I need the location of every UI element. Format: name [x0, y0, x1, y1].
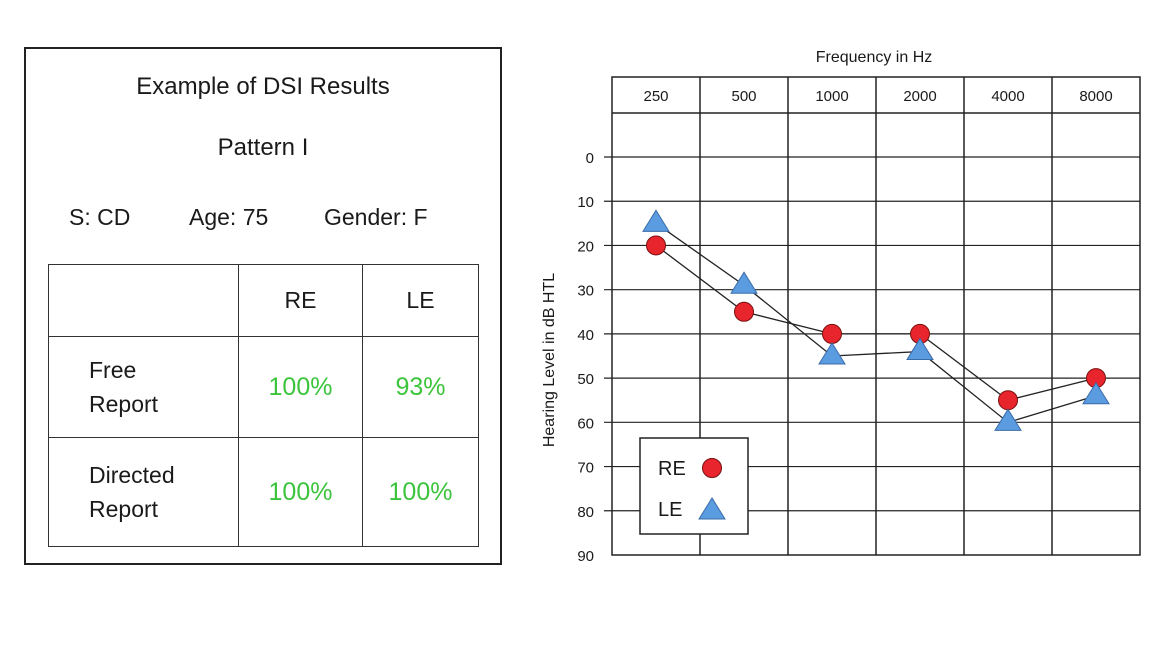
data-point-re [646, 235, 666, 256]
pattern-label: Pattern I [217, 134, 309, 161]
legend: RE LE [639, 437, 749, 535]
x-tick-label: 4000 [991, 88, 1024, 105]
data-point-le [906, 337, 934, 361]
row-label-line: Report [89, 496, 159, 522]
y-tick-label: 10 [577, 194, 594, 211]
legend-label-re: RE [658, 458, 686, 480]
row-label-line: Report [89, 391, 159, 417]
row-label-line: Directed [89, 462, 175, 488]
row-label-free-report: Free Report [48, 336, 239, 438]
age-label: Age: 75 [189, 204, 269, 230]
y-tick-label: 50 [577, 371, 594, 388]
y-tick-label: 70 [577, 460, 594, 477]
tick-labels: 0 10 20 30 40 50 60 70 80 90 250 500 1000 2000 4000 800… [577, 88, 1112, 565]
x-tick-label: 8000 [1079, 88, 1112, 105]
subject-label: S: CD [69, 204, 131, 230]
data-point-le [1082, 381, 1110, 405]
x-axis-title: Frequency in Hz [816, 49, 933, 66]
table-row: Directed Report 100% 100% [48, 437, 479, 547]
directed-report-re-value: 100% [238, 437, 363, 547]
results-table: RE LE Free Report 100% 93% Directed Repo… [48, 264, 479, 547]
free-report-re-value: 100% [238, 336, 363, 438]
legend-marker-re [702, 458, 722, 478]
y-tick-label: 40 [577, 327, 594, 344]
data-point-le [818, 342, 846, 365]
series [642, 209, 1110, 431]
y-tick-label: 90 [577, 548, 594, 565]
y-axis-title: Hearing Level in dB HTL [541, 273, 558, 447]
column-header-re: RE [238, 264, 363, 337]
dsi-results-panel: Example of DSI Results Pattern I S: CD A… [24, 47, 502, 565]
y-tick-label: 30 [577, 283, 594, 300]
data-point-le [730, 271, 758, 294]
data-point-re [998, 390, 1018, 411]
panel-title: Example of DSI Results [136, 73, 390, 100]
table-header-row: RE LE [48, 264, 479, 337]
x-tick-label: 500 [731, 88, 756, 105]
directed-report-le-value: 100% [362, 437, 479, 547]
y-tick-label: 60 [577, 415, 594, 432]
y-tick-label: 0 [586, 150, 594, 167]
legend-box [639, 437, 749, 535]
legend-marker-le [698, 497, 726, 520]
column-header-le: LE [362, 264, 479, 337]
table-corner-cell [48, 264, 239, 337]
x-tick-label: 2000 [903, 88, 936, 105]
data-point-re [822, 323, 842, 344]
free-report-le-value: 93% [362, 336, 479, 438]
x-tick-label: 250 [643, 88, 668, 105]
row-label-line: Free [89, 357, 137, 383]
gender-label: Gender: F [324, 204, 428, 230]
legend-label-le: LE [658, 499, 682, 521]
series-line-re [655, 244, 1097, 401]
audiogram-chart: Frequency in Hz Hearing Level in dB HTL … [541, 49, 1141, 565]
y-tick-label: 20 [577, 238, 594, 255]
table-row: Free Report 100% 93% [48, 336, 479, 438]
x-tick-label: 1000 [815, 88, 848, 105]
y-tick-label: 80 [577, 504, 594, 521]
series-line-le [655, 222, 1097, 424]
row-label-directed-report: Directed Report [48, 437, 239, 547]
data-point-le [642, 209, 670, 232]
data-point-re [734, 301, 754, 322]
data-point-le [994, 408, 1022, 431]
